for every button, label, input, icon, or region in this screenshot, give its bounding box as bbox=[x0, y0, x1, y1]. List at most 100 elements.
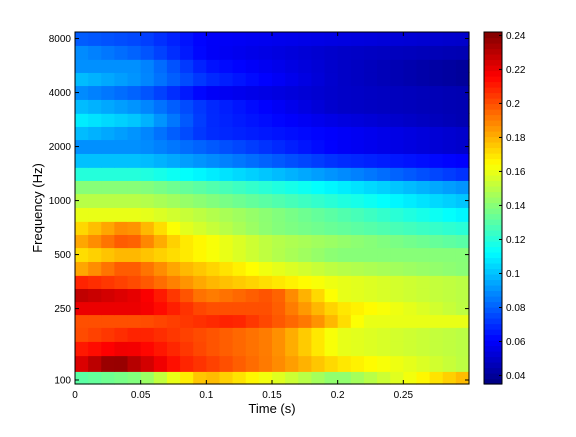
heatmap-cell bbox=[455, 72, 470, 87]
heatmap-cell bbox=[403, 371, 418, 385]
heatmap-cell bbox=[403, 139, 418, 154]
heatmap-cell bbox=[75, 113, 89, 127]
heatmap-cell bbox=[363, 72, 378, 87]
heatmap-cell bbox=[350, 59, 365, 73]
heatmap-cell bbox=[311, 193, 326, 208]
heatmap-cell bbox=[245, 301, 260, 316]
heatmap-cell bbox=[416, 139, 431, 154]
heatmap-cell bbox=[127, 221, 142, 235]
heatmap-cell bbox=[219, 72, 234, 87]
heatmap-cell bbox=[272, 113, 286, 127]
heatmap-cell bbox=[350, 193, 365, 208]
colorbar-segment bbox=[484, 213, 502, 220]
heatmap-cell bbox=[232, 193, 247, 208]
heatmap-cell bbox=[311, 153, 326, 168]
heatmap-cell bbox=[455, 207, 470, 222]
heatmap-cell bbox=[455, 221, 470, 235]
heatmap-cell bbox=[390, 314, 404, 328]
colorbar-tick-label: 0.04 bbox=[506, 371, 526, 382]
heatmap-cell bbox=[245, 193, 260, 208]
heatmap-cell bbox=[442, 288, 457, 303]
heatmap-cell bbox=[206, 180, 221, 195]
colorbar-segment bbox=[484, 345, 502, 352]
heatmap-cell bbox=[416, 153, 431, 168]
heatmap-cell bbox=[258, 99, 273, 114]
heatmap-cell bbox=[140, 341, 155, 357]
heatmap-cell bbox=[219, 85, 234, 100]
heatmap-cell bbox=[337, 207, 352, 222]
heatmap-cell bbox=[166, 126, 181, 141]
heatmap-cell bbox=[153, 139, 168, 154]
x-tick-label: 0.05 bbox=[131, 390, 151, 401]
heatmap-cell bbox=[377, 341, 391, 357]
heatmap-cell bbox=[232, 45, 247, 60]
heatmap-cell bbox=[206, 32, 221, 46]
heatmap-cell bbox=[272, 275, 286, 289]
heatmap-cell bbox=[193, 314, 207, 328]
heatmap-cell bbox=[75, 355, 89, 372]
heatmap-cell bbox=[232, 126, 247, 141]
colorbar-segment bbox=[484, 257, 502, 264]
heatmap-cell bbox=[272, 59, 286, 73]
heatmap-cell bbox=[245, 126, 260, 141]
heatmap-cell bbox=[442, 167, 457, 181]
heatmap-cell bbox=[377, 32, 391, 46]
heatmap-cell bbox=[272, 32, 286, 46]
colorbar-segment bbox=[484, 224, 502, 231]
heatmap-cell bbox=[193, 45, 207, 60]
heatmap-cell bbox=[298, 72, 312, 87]
heatmap-cell bbox=[429, 126, 444, 141]
colorbar-segment bbox=[484, 87, 502, 94]
y-tick-label: 2000 bbox=[49, 142, 72, 153]
heatmap-cell bbox=[258, 247, 273, 262]
heatmap-cell bbox=[258, 327, 273, 342]
heatmap-cell bbox=[350, 72, 365, 87]
heatmap-cell bbox=[114, 99, 129, 114]
heatmap-cell bbox=[311, 59, 326, 73]
heatmap-cell bbox=[298, 193, 312, 208]
heatmap-cell bbox=[298, 314, 312, 328]
heatmap-cell bbox=[403, 247, 418, 262]
heatmap-cell bbox=[232, 207, 247, 222]
heatmap-cell bbox=[193, 247, 207, 262]
colorbar-tick-label: 0.18 bbox=[506, 133, 526, 144]
heatmap-cell bbox=[153, 288, 168, 303]
colorbar-segment bbox=[484, 114, 502, 121]
heatmap-cell bbox=[363, 45, 378, 60]
heatmap-cell bbox=[337, 59, 352, 73]
heatmap-cell bbox=[390, 167, 404, 181]
heatmap-cell bbox=[140, 139, 155, 154]
heatmap-cell bbox=[166, 221, 181, 235]
heatmap-cell bbox=[337, 167, 352, 181]
heatmap-cell bbox=[390, 85, 404, 100]
heatmap-cell bbox=[442, 314, 457, 328]
heatmap-cell bbox=[140, 247, 155, 262]
heatmap-cell bbox=[285, 113, 299, 127]
heatmap-cell bbox=[442, 355, 457, 372]
colorbar-segment bbox=[484, 285, 502, 292]
heatmap-cell bbox=[245, 45, 260, 60]
heatmap-cell bbox=[219, 234, 234, 249]
heatmap-cell bbox=[180, 247, 194, 262]
heatmap-cell bbox=[416, 72, 431, 87]
heatmap-cell bbox=[245, 327, 260, 342]
heatmap-cell bbox=[206, 327, 221, 342]
colorbar-segment bbox=[484, 351, 502, 358]
heatmap-cell bbox=[140, 207, 155, 222]
heatmap-cell bbox=[272, 126, 286, 141]
heatmap-cell bbox=[363, 113, 378, 127]
heatmap-cell bbox=[324, 126, 339, 141]
heatmap-cell bbox=[75, 341, 89, 357]
heatmap-cell bbox=[285, 341, 299, 357]
heatmap-cell bbox=[429, 327, 444, 342]
colorbar-segment bbox=[484, 37, 502, 44]
heatmap-cell bbox=[75, 261, 89, 276]
heatmap-cell bbox=[442, 180, 457, 195]
heatmap-cell bbox=[416, 59, 431, 73]
heatmap-cell bbox=[272, 139, 286, 154]
heatmap-cell bbox=[337, 99, 352, 114]
heatmap-cell bbox=[166, 180, 181, 195]
heatmap-cell bbox=[285, 355, 299, 372]
